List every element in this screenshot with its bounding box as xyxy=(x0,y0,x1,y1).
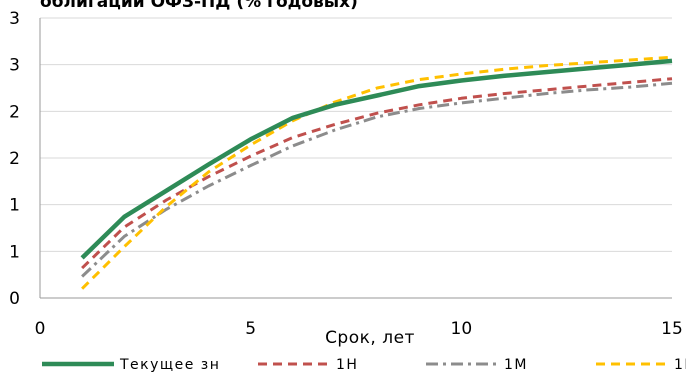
x-tick-label-1: 5 xyxy=(245,319,256,339)
y-tick-labels: 0 1 1 2 2 3 3 xyxy=(9,9,20,309)
legend-label-1: 1Н xyxy=(336,357,358,373)
legend-label-0: Текущее зн xyxy=(119,357,220,373)
series-line-1 xyxy=(81,77,673,270)
series-lines xyxy=(80,55,673,290)
chart-title: облигаций ОФЗ-ПД (% годовых) xyxy=(40,0,358,12)
y-tick-label-4: 2 xyxy=(9,102,20,122)
series-line-0 xyxy=(80,58,673,260)
y-tick-label-6: 3 xyxy=(9,9,20,29)
x-tick-label-2: 10 xyxy=(451,319,473,339)
y-tick-label-3: 2 xyxy=(9,149,20,169)
y-tick-label-1: 1 xyxy=(9,242,20,262)
grid-lines xyxy=(39,17,672,299)
legend-label-2: 1М xyxy=(504,357,528,373)
series-line-3 xyxy=(81,55,673,290)
legend-label-3: 1Г xyxy=(674,357,686,373)
x-tick-label-3: 15 xyxy=(661,319,683,339)
x-tick-label-0: 0 xyxy=(35,319,46,339)
y-tick-label-5: 3 xyxy=(9,56,20,76)
x-tick-labels: 0 5 10 15 xyxy=(35,319,683,339)
y-tick-label-2: 1 xyxy=(9,196,20,216)
legend: Текущее зн 1Н 1М 1Г xyxy=(42,357,686,373)
x-axis-title: Срок, лет xyxy=(325,328,415,348)
y-tick-label-0: 0 xyxy=(9,289,20,309)
